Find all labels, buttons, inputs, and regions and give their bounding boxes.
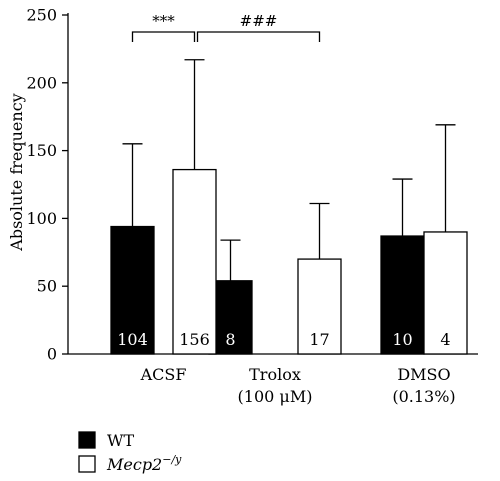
- significance-bracket: [196, 31, 321, 42]
- y-tick-label: 0: [47, 345, 57, 364]
- y-tick-label: 200: [26, 73, 57, 92]
- bars: 104 8 10 156 17 4: [110, 59, 468, 355]
- sample-size-label: 4: [440, 330, 450, 349]
- bar-mecp2-trolox: [297, 258, 342, 355]
- significance-label: ###: [240, 12, 278, 30]
- legend-swatch: [78, 455, 96, 473]
- category-sublabel: (100 μM): [238, 387, 313, 406]
- significance-bracket: [131, 31, 196, 42]
- y-axis-ticks: 0 50 100 150 200 250: [26, 6, 68, 364]
- legend-label: Mecp2−/y: [106, 453, 182, 474]
- category-label: ACSF: [140, 365, 187, 384]
- bar-mecp2-acsf: [172, 168, 217, 355]
- significance-brackets: *** ###: [131, 12, 321, 42]
- significance-label: ***: [152, 12, 175, 30]
- bar-mecp2-dmso: [423, 231, 468, 355]
- category-sublabel: (0.13%): [392, 387, 455, 406]
- legend: WT Mecp2−/y: [78, 431, 182, 474]
- sample-size-label: 10: [392, 330, 412, 349]
- sample-size-label: 104: [117, 330, 148, 349]
- y-tick-label: 50: [37, 277, 57, 296]
- bar-wt-acsf: [110, 225, 155, 355]
- y-tick-label: 250: [26, 6, 57, 25]
- sample-size-label: 156: [179, 330, 210, 349]
- category-label: Trolox: [249, 365, 301, 384]
- sample-size-label: 17: [309, 330, 329, 349]
- category-labels: ACSF Trolox (100 μM) DMSO (0.13%): [140, 365, 456, 406]
- legend-swatch: [78, 431, 96, 449]
- y-axis-label: Absolute frequency: [7, 93, 26, 251]
- legend-label: WT: [107, 431, 134, 450]
- sample-size-label: 8: [225, 330, 235, 349]
- category-label: DMSO: [397, 365, 450, 384]
- y-tick-label: 150: [26, 141, 57, 160]
- y-tick-label: 100: [26, 209, 57, 228]
